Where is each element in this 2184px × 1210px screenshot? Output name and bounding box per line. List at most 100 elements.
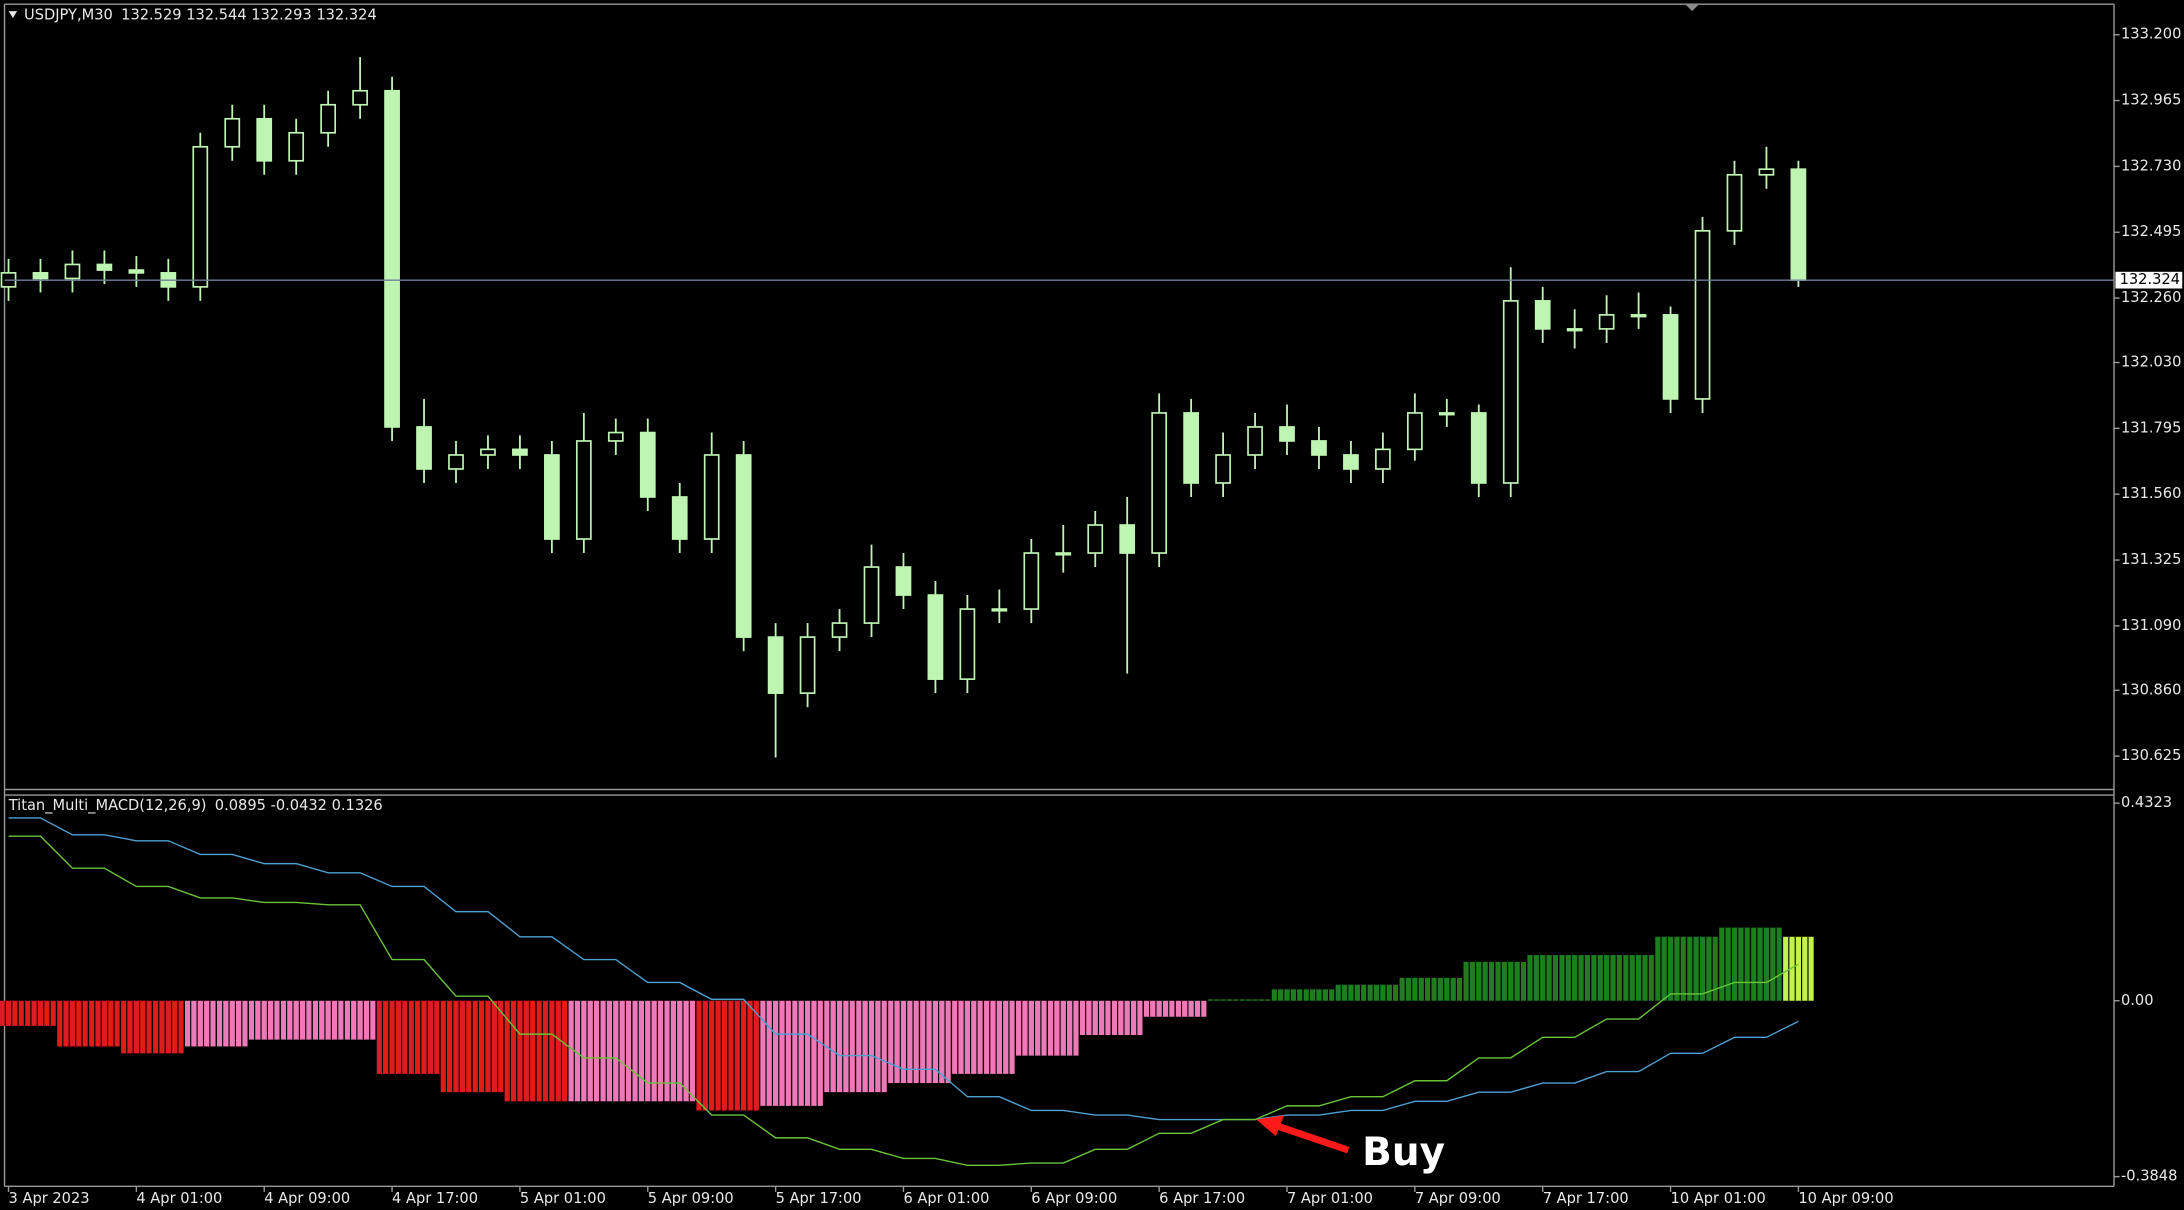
candle-body (1087, 524, 1104, 554)
y-tick-label: 132.030 (2121, 354, 2181, 371)
histogram-bar (1047, 1000, 1079, 1056)
candle-body (1055, 552, 1072, 556)
x-tick-label: 5 Apr 17:00 (776, 1190, 862, 1207)
candle-body (1311, 440, 1327, 456)
candle-body (991, 608, 1008, 612)
histogram-bar (57, 1000, 88, 1047)
last-price-label: 132.324 (2120, 271, 2180, 288)
candle-body (831, 622, 848, 638)
histogram-bar (632, 1000, 664, 1102)
histogram-bar (1335, 984, 1367, 1001)
menu-triangle[interactable] (8, 11, 18, 19)
candle-body (799, 636, 816, 694)
x-tick-label: 5 Apr 01:00 (520, 1190, 606, 1207)
x-tick-label: 5 Apr 09:00 (648, 1190, 734, 1207)
x-tick-label: 4 Apr 17:00 (392, 1190, 478, 1207)
indicator-line (8, 817, 1799, 1121)
histogram-bar (952, 1000, 983, 1074)
histogram-bar (1399, 977, 1431, 1001)
candle-body (192, 145, 209, 288)
x-tick-label: 4 Apr 01:00 (136, 1190, 222, 1207)
candle-body (1247, 426, 1263, 456)
histogram-bar (1367, 984, 1399, 1001)
histogram-bar (1495, 961, 1527, 1001)
y-tick-label: 0.00 (2121, 992, 2154, 1009)
candle-body (352, 89, 368, 106)
y-tick-label: 130.860 (2121, 681, 2181, 698)
candle-body (1470, 412, 1487, 484)
candle-body (639, 431, 656, 498)
histogram-bar (792, 1000, 823, 1106)
candle-body (1343, 454, 1359, 470)
candle-body (927, 594, 944, 680)
candle-body (767, 636, 784, 694)
histogram-bar (824, 1000, 855, 1093)
x-tick-label: 6 Apr 01:00 (903, 1190, 989, 1207)
histogram-bar (1016, 1000, 1047, 1056)
y-tick-label: 131.325 (2121, 551, 2181, 568)
histogram-bar (89, 1000, 120, 1047)
candle-body (607, 431, 624, 442)
histogram-bar (121, 1000, 152, 1054)
histogram-bar (376, 1000, 408, 1074)
histogram-bar (536, 1000, 568, 1102)
histogram-bar (440, 1000, 472, 1093)
histogram-bar (1207, 999, 1239, 1001)
y-tick-label: -0.3848 (2121, 1168, 2177, 1185)
y-tick-label: 132.965 (2121, 92, 2181, 109)
candle-body (288, 131, 305, 162)
y-tick-label: 132.730 (2121, 157, 2181, 174)
histogram-bar (344, 1000, 376, 1040)
x-tick-label: 4 Apr 09:00 (264, 1190, 350, 1207)
candle-body (1758, 168, 1775, 176)
candle-body (1151, 412, 1168, 554)
y-tick-label: 131.090 (2121, 617, 2181, 634)
histogram-bar (696, 1000, 727, 1111)
histogram-bar (1783, 936, 1814, 1001)
histogram-bar (1751, 927, 1782, 1001)
histogram-bar (664, 1000, 696, 1102)
candle-body (1119, 524, 1136, 554)
candle-body (256, 117, 273, 162)
candle-body (512, 448, 528, 456)
chart-header: USDJPY,M30 132.529 132.544 132.293 132.32… (24, 6, 377, 23)
candle-body (1502, 300, 1519, 484)
candle-body (1630, 314, 1647, 318)
histogram-bar (1463, 961, 1495, 1001)
symbol: USDJPY,M30 (24, 6, 113, 23)
x-tick-label: 7 Apr 01:00 (1287, 1190, 1373, 1207)
y-tick-label: 0.4323 (2121, 794, 2172, 811)
y-tick-label: 133.200 (2121, 26, 2181, 43)
histogram-bar (728, 1000, 759, 1111)
shift-marker (1685, 4, 1700, 12)
candle-body (480, 448, 496, 456)
candle-body (1694, 229, 1711, 400)
y-tick-label: 130.625 (2121, 747, 2181, 764)
histogram-bar (1175, 1000, 1207, 1017)
candle-body (416, 426, 432, 470)
histogram-bar (312, 1000, 344, 1040)
histogram-bar (984, 1000, 1015, 1074)
histogram-bar (568, 1000, 600, 1102)
buy-arrow-head (1256, 1115, 1285, 1137)
y-tick-label: 131.795 (2121, 419, 2181, 436)
x-tick-label: 10 Apr 01:00 (1671, 1190, 1766, 1207)
candle-body (1183, 412, 1199, 484)
candle-body (32, 272, 49, 280)
histogram-bar (600, 1000, 632, 1102)
candle-body (1790, 168, 1807, 281)
candle-body (544, 454, 560, 540)
x-tick-label: 10 Apr 09:00 (1798, 1190, 1893, 1207)
x-tick-label: 3 Apr 2023 (9, 1190, 90, 1207)
buy-label: Buy (1362, 1130, 1445, 1175)
candle-body (959, 608, 976, 680)
histogram-bar (248, 1000, 280, 1040)
candle-body (1375, 448, 1391, 470)
buy-arrow (1277, 1123, 1350, 1154)
candle-body (1726, 173, 1743, 232)
candle-body (671, 496, 688, 540)
histogram-bar (1271, 989, 1303, 1001)
histogram-bar (888, 1000, 919, 1084)
